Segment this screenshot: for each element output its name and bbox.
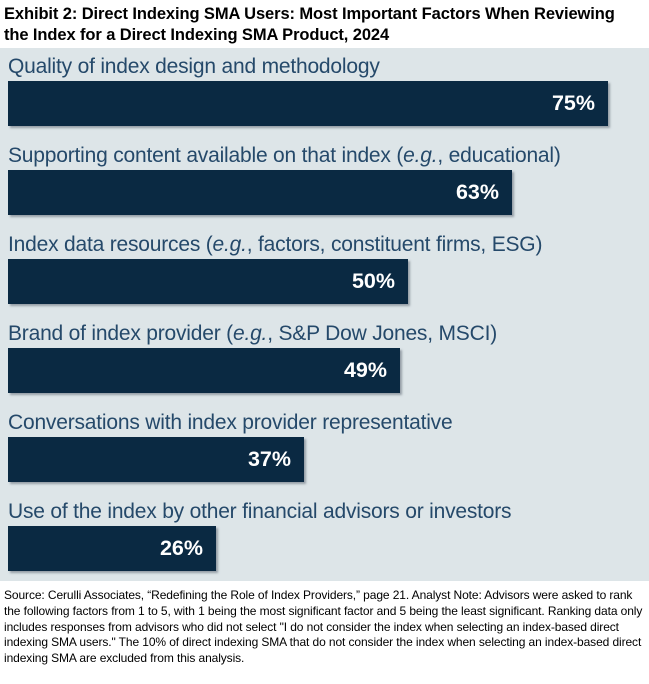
bar: 75% [8, 81, 608, 126]
exhibit-title: Exhibit 2: Direct Indexing SMA Users: Mo… [4, 5, 615, 44]
bar: 50% [8, 259, 408, 304]
chart-row: Brand of index provider (e.g., S&P Dow J… [8, 320, 641, 393]
bar-value-label: 63% [455, 180, 499, 204]
chart-row: Conversations with index provider repres… [8, 409, 641, 482]
bar: 26% [8, 526, 216, 571]
bar-category-label: Conversations with index provider repres… [8, 411, 453, 434]
bar-category-label: Index data resources (e.g., factors, con… [8, 233, 543, 256]
bar: 49% [8, 348, 400, 393]
chart-row: Quality of index design and methodology 7… [8, 53, 641, 126]
chart-rows: Quality of index design and methodology 7… [8, 53, 641, 571]
chart-row: Index data resources (e.g., factors, con… [8, 231, 641, 304]
bar-category-label: Use of the index by other financial advi… [8, 500, 512, 523]
bar-value-label: 49% [343, 358, 387, 382]
bar: 63% [8, 170, 512, 215]
bar: 37% [8, 437, 304, 482]
bar-value-label: 26% [159, 536, 203, 560]
bar-category-label: Brand of index provider (e.g., S&P Dow J… [8, 322, 497, 345]
bar-category-label: Supporting content available on that ind… [8, 144, 561, 167]
bar-chart: Quality of index design and methodology 7… [0, 48, 649, 581]
bar-value-label: 75% [551, 91, 595, 115]
chart-row: Use of the index by other financial advi… [8, 498, 641, 571]
bar-value-label: 50% [351, 269, 395, 293]
chart-row: Supporting content available on that ind… [8, 142, 641, 215]
bar-category-label: Quality of index design and methodology [8, 55, 380, 78]
bar-value-label: 37% [247, 447, 291, 471]
source-footnote: Source: Cerulli Associates, “Redefining … [4, 588, 643, 666]
